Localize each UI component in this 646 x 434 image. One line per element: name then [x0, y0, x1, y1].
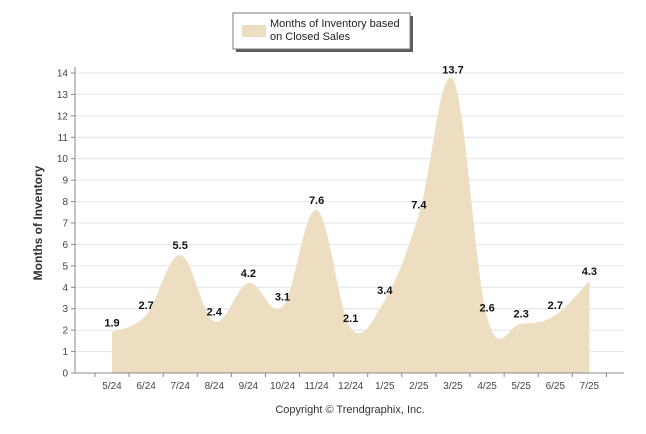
y-tick-label: 4 — [62, 283, 68, 294]
y-tick-label: 1 — [62, 347, 68, 358]
data-label: 3.4 — [377, 285, 393, 297]
data-label: 2.3 — [514, 309, 529, 321]
data-label: 5.5 — [173, 240, 188, 252]
y-tick-label: 14 — [57, 69, 69, 80]
y-tick-label: 3 — [62, 304, 68, 315]
data-label: 2.7 — [548, 300, 563, 312]
x-tick-label: 6/25 — [546, 381, 566, 392]
x-tick-label: 12/24 — [338, 381, 363, 392]
legend-swatch — [242, 25, 266, 37]
legend: Months of Inventory based on Closed Sale… — [232, 12, 413, 52]
x-tick-label: 3/25 — [443, 381, 463, 392]
x-tick-labels: 5/24 6/24 7/24 8/24 9/24 10/24 11/24 12/24 1/25 2… — [94, 373, 607, 392]
data-label: 4.3 — [582, 266, 597, 278]
x-tick-label: 7/25 — [580, 381, 600, 392]
x-tick-label: 5/24 — [102, 381, 122, 392]
data-label: 4.2 — [241, 268, 256, 280]
data-label: 1.9 — [104, 317, 119, 329]
y-tick-label: 8 — [62, 197, 68, 208]
data-label: 3.1 — [275, 292, 290, 304]
data-label: 2.1 — [343, 313, 358, 325]
y-tick-label: 2 — [62, 326, 68, 337]
x-tick-label: 6/24 — [136, 381, 156, 392]
y-tick-label: 6 — [62, 240, 68, 251]
data-label: 7.4 — [411, 199, 427, 211]
y-tick-label: 10 — [57, 154, 69, 165]
legend-line-1: Months of Inventory based — [270, 18, 400, 30]
data-label: 2.7 — [138, 300, 153, 312]
y-axis-title: Months of Inventory — [31, 165, 45, 280]
x-tick-label: 11/24 — [304, 381, 329, 392]
y-tick-label: 5 — [62, 261, 68, 272]
axes — [74, 67, 624, 374]
x-tick-label: 5/25 — [511, 381, 531, 392]
x-tick-label: 1/25 — [375, 381, 395, 392]
x-tick-label: 4/25 — [477, 381, 497, 392]
copyright-footer: Copyright © Trendgraphix, Inc. — [275, 404, 424, 416]
data-label: 7.6 — [309, 195, 324, 207]
x-tick-label: 7/24 — [170, 381, 190, 392]
y-tick-label: 13 — [57, 90, 69, 101]
x-tick-label: 9/24 — [239, 381, 259, 392]
data-label: 2.4 — [207, 307, 223, 319]
x-tick-label: 8/24 — [205, 381, 225, 392]
y-tick-label: 7 — [62, 219, 68, 230]
area-fill — [112, 77, 590, 374]
y-tick-label: 11 — [58, 133, 69, 144]
legend-line-2: on Closed Sales — [270, 31, 351, 43]
y-tick-label: 0 — [62, 369, 68, 380]
data-label: 2.6 — [479, 302, 494, 314]
data-labels: 1.9 2.7 5.5 2.4 4.2 3.1 7.6 2.1 3.4 7.4 13.7 2.6 2.3… — [104, 64, 597, 329]
y-tick-label: 9 — [62, 176, 68, 187]
y-tick-label: 12 — [57, 111, 69, 122]
x-tick-label: 2/25 — [409, 381, 429, 392]
x-tick-label: 10/24 — [270, 381, 295, 392]
area-series — [111, 77, 590, 374]
data-label: 13.7 — [442, 64, 463, 76]
